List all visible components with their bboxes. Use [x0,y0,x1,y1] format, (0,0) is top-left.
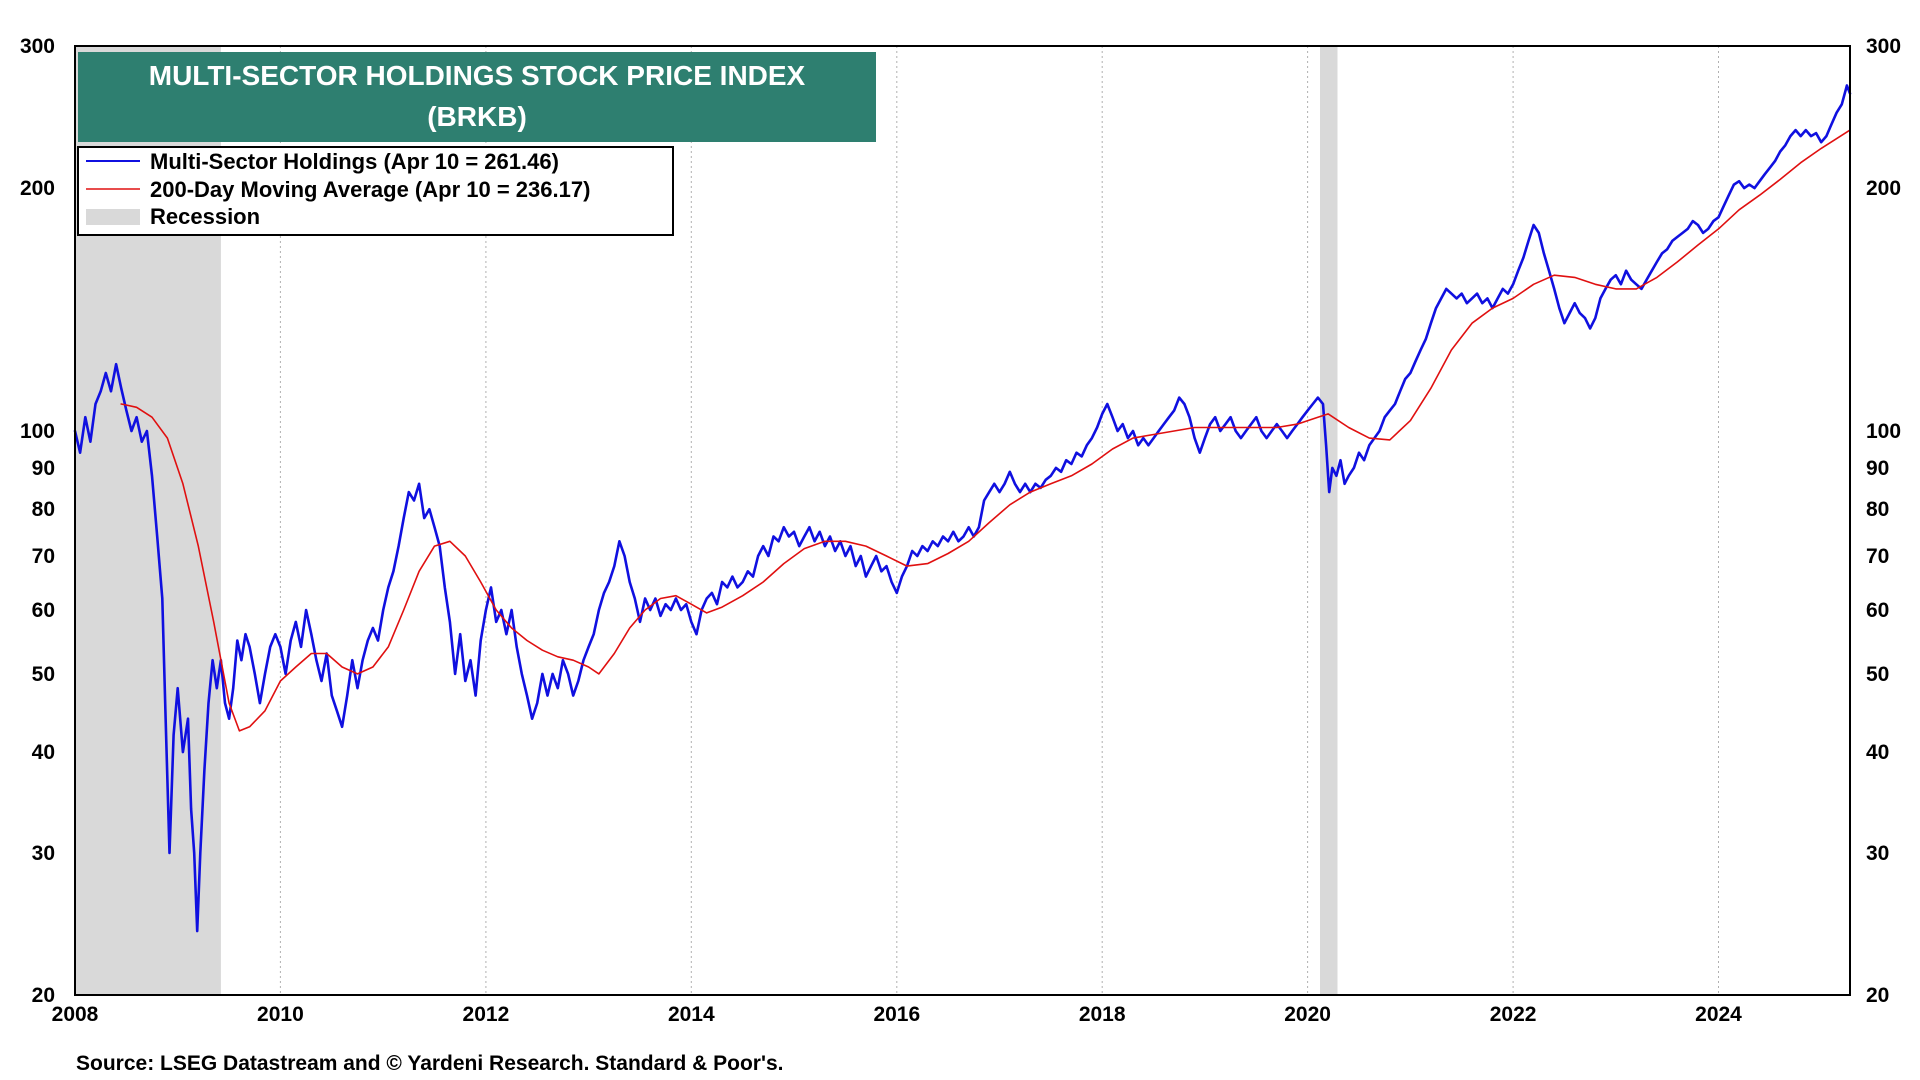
x-tick-2008: 2008 [52,1003,99,1026]
plot-frame [74,45,1851,996]
y-tick-right-50: 50 [1866,663,1889,686]
grid-lines [279,46,1719,995]
legend-box [77,146,674,236]
y-tick-right-20: 20 [1866,984,1889,1007]
y-tick-right-200: 200 [1866,177,1901,200]
y-tick-right-40: 40 [1866,741,1889,764]
y-tick-right-100: 100 [1866,420,1901,443]
series-lines [73,84,1852,933]
recession-band-2 [1320,46,1338,995]
legend-recession-label: Recession [150,204,260,229]
chart-title: MULTI-SECTOR HOLDINGS STOCK PRICE INDEX [149,60,806,91]
x-axis: 2008 2010 2012 2014 2016 2018 2020 2022 2024 [52,1003,1743,1026]
y-tick-left-50: 50 [32,663,55,686]
legend-price-label: Multi-Sector Holdings (Apr 10 = 261.46) [150,149,559,174]
x-tick-2022: 2022 [1490,1003,1537,1026]
x-tick-2018: 2018 [1079,1003,1126,1026]
legend-ma-label: 200-Day Moving Average (Apr 10 = 236.17) [150,177,590,202]
x-tick-2016: 2016 [873,1003,920,1026]
moving-average-line [120,129,1851,732]
y-tick-right-30: 30 [1866,842,1889,865]
y-tick-right-80: 80 [1866,498,1889,521]
title-background [78,52,876,142]
y-axis-left: 300 200 100 90 80 70 60 50 40 30 20 [20,35,55,1007]
y-tick-left-60: 60 [32,599,55,622]
y-tick-left-90: 90 [32,457,55,480]
x-tick-2012: 2012 [463,1003,510,1026]
y-tick-right-90: 90 [1866,457,1889,480]
y-tick-left-40: 40 [32,741,55,764]
legend-recession-swatch [86,209,140,225]
y-tick-right-70: 70 [1866,545,1889,568]
y-axis-right: 300 200 100 90 80 70 60 50 40 30 20 [1866,35,1901,1007]
y-tick-left-70: 70 [32,545,55,568]
y-tick-left-30: 30 [32,842,55,865]
y-tick-left-200: 200 [20,177,55,200]
x-tick-2024: 2024 [1695,1003,1742,1026]
x-tick-2014: 2014 [668,1003,715,1026]
price-series-line [73,84,1852,933]
title-box: MULTI-SECTOR HOLDINGS STOCK PRICE INDEX … [78,52,876,142]
y-tick-left-80: 80 [32,498,55,521]
legend: Multi-Sector Holdings (Apr 10 = 261.46) … [77,146,674,236]
chart-subtitle: (BRKB) [427,101,527,132]
y-tick-right-60: 60 [1866,599,1889,622]
x-tick-2010: 2010 [257,1003,304,1026]
y-tick-left-100: 100 [20,420,55,443]
y-tick-left-20: 20 [32,984,55,1007]
y-tick-right-300: 300 [1866,35,1901,58]
y-tick-left-300: 300 [20,35,55,58]
source-note: Source: LSEG Datastream and © Yardeni Re… [76,1052,783,1075]
x-tick-2020: 2020 [1284,1003,1331,1026]
